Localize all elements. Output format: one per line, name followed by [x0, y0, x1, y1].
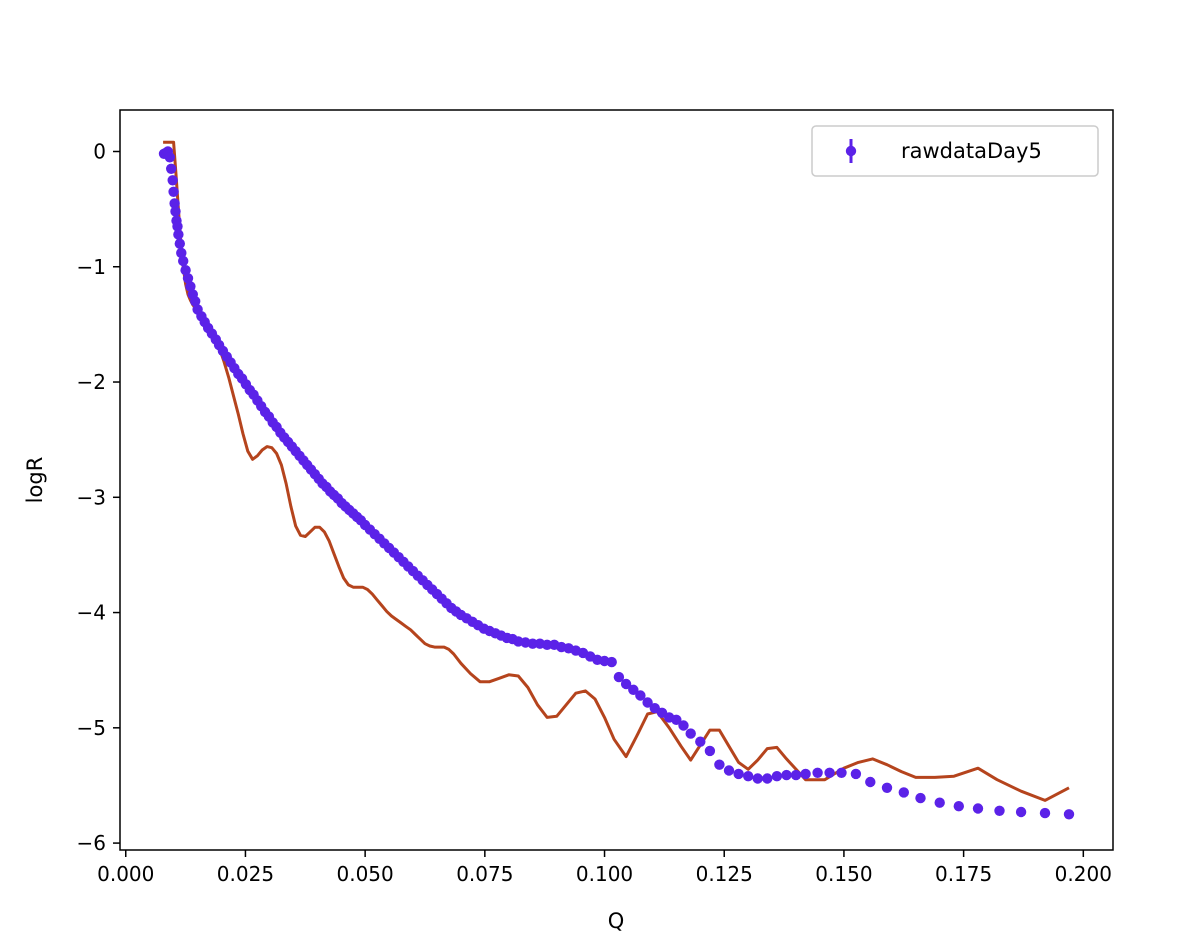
x-tick-label: 0.125 [696, 862, 753, 886]
x-tick-label: 0.100 [576, 862, 633, 886]
data-point [881, 782, 893, 793]
data-point [167, 175, 178, 186]
plot-area [119, 109, 1114, 851]
x-tick-label: 0.150 [815, 862, 872, 886]
data-point [620, 678, 632, 690]
data-point [541, 639, 553, 650]
legend-label: rawdataDay5 [901, 139, 1042, 163]
data-point [723, 765, 735, 776]
data-point [169, 198, 180, 209]
data-point [695, 736, 706, 747]
data-point [166, 163, 177, 174]
data-point [174, 238, 185, 249]
data-point [642, 697, 653, 708]
data-point [170, 206, 181, 217]
data-point [172, 221, 183, 232]
plot-frame [119, 109, 1114, 851]
data-point [685, 728, 696, 739]
data-point [972, 803, 984, 814]
data-point [836, 767, 847, 778]
data-point [613, 671, 625, 683]
y-tick-label: −3 [77, 485, 106, 509]
data-point [1039, 807, 1051, 819]
data-point [628, 684, 639, 695]
data-point [714, 759, 725, 770]
data-point [850, 768, 862, 780]
data-point [178, 255, 189, 267]
data-point [953, 801, 964, 812]
data-point [185, 281, 196, 292]
data-point [164, 152, 175, 163]
legend-marker [845, 145, 857, 157]
data-point [915, 792, 926, 804]
x-tick-label: 0.200 [1055, 862, 1112, 886]
data-point [180, 265, 191, 276]
y-tick-label: 0 [93, 139, 106, 163]
data-point [994, 805, 1005, 816]
y-tick-label: −1 [77, 255, 106, 279]
data-point [800, 768, 811, 780]
data-point [168, 186, 179, 197]
y-axis: 0 −1 −2 −3 −4 −5 −6 [77, 139, 120, 855]
data-point [1063, 809, 1075, 820]
data-point [771, 771, 783, 782]
data-point [762, 773, 773, 784]
data-point [173, 229, 184, 240]
data-point [527, 638, 538, 649]
x-tick-label: 0.175 [935, 862, 992, 886]
data-point [812, 767, 823, 778]
data-point [743, 771, 754, 782]
legend: rawdataDay5 [811, 125, 1099, 177]
y-tick-label: −2 [77, 370, 106, 394]
x-axis-label: Q [608, 909, 625, 933]
data-point [898, 787, 909, 798]
data-point [606, 656, 617, 668]
data-point [733, 768, 744, 780]
data-point [824, 767, 835, 778]
y-axis-label: logR [23, 457, 47, 504]
data-point [865, 776, 876, 788]
y-tick-label: −6 [77, 831, 106, 855]
fit-line [163, 140, 1070, 802]
data-point [678, 720, 689, 731]
x-axis: 0.000 0.025 0.050 0.075 0.100 0.125 0.150 0.175… [97, 850, 1112, 886]
x-tick-label: 0.000 [97, 862, 154, 886]
data-point [752, 773, 763, 784]
y-tick-label: −4 [77, 601, 106, 625]
data-point [190, 296, 201, 307]
data-point [781, 769, 792, 781]
y-tick-label: −5 [77, 716, 106, 740]
data-point [934, 797, 945, 808]
data-point [671, 714, 682, 725]
x-tick-label: 0.075 [456, 862, 513, 886]
x-tick-label: 0.050 [337, 862, 394, 886]
data-point [704, 745, 716, 757]
data-point [182, 273, 194, 284]
data-point [635, 690, 646, 701]
legend-box [811, 125, 1099, 177]
data-layer [158, 140, 1075, 820]
data-point [790, 769, 802, 781]
x-tick-label: 0.025 [217, 862, 274, 886]
data-point [176, 247, 187, 259]
data-point [1015, 806, 1027, 818]
